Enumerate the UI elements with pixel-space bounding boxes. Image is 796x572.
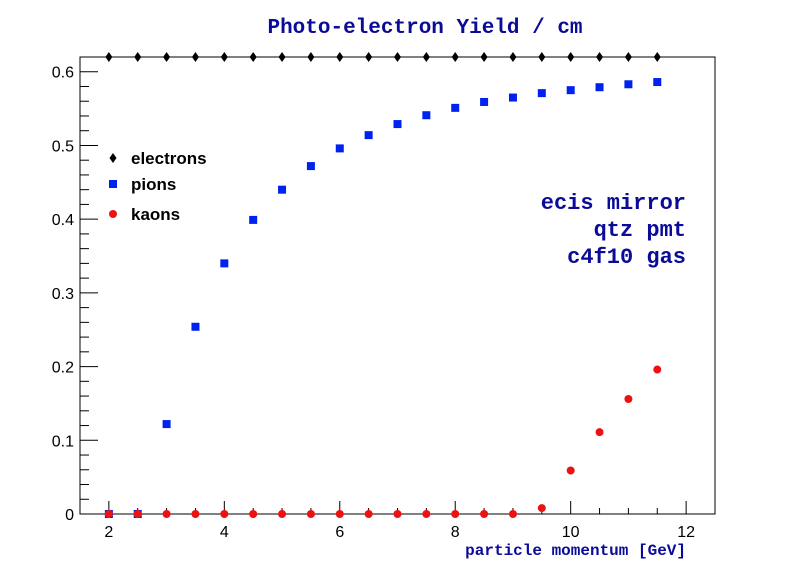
pions-point bbox=[335, 144, 344, 153]
pions-point bbox=[508, 93, 517, 102]
annotation-text: qtz pmt bbox=[594, 218, 686, 243]
pions-point bbox=[162, 420, 171, 429]
pions-point bbox=[364, 131, 373, 140]
electrons-point bbox=[191, 52, 199, 62]
kaons-point bbox=[451, 510, 460, 518]
x-tick-label: 8 bbox=[451, 524, 460, 541]
annotation-text: ecis mirror bbox=[541, 191, 686, 216]
pions-point bbox=[191, 322, 200, 331]
kaons-point bbox=[191, 510, 200, 518]
electrons-point bbox=[422, 52, 430, 62]
legend-label-kaons: kaons bbox=[131, 205, 180, 224]
pions-point bbox=[220, 259, 229, 268]
kaons-point bbox=[595, 428, 604, 437]
pions-point bbox=[249, 215, 258, 224]
pions-point bbox=[653, 78, 662, 87]
y-tick-label: 0.4 bbox=[52, 212, 74, 229]
series-kaons bbox=[104, 365, 662, 518]
kaons-point bbox=[104, 510, 113, 518]
kaons-point bbox=[364, 510, 373, 518]
electrons-point bbox=[336, 52, 344, 62]
electrons-point bbox=[220, 52, 228, 62]
electrons-point bbox=[624, 52, 632, 62]
pions-point bbox=[566, 86, 575, 95]
kaons-point bbox=[133, 510, 142, 518]
kaons-point bbox=[508, 510, 517, 518]
legend-marker-electrons bbox=[109, 153, 117, 163]
kaons-point bbox=[393, 510, 402, 518]
chart-title: Photo-electron Yield / cm bbox=[267, 17, 582, 40]
x-axis: 2 4 6 8 10 12 bbox=[79, 501, 716, 541]
electrons-point bbox=[105, 52, 113, 62]
y-tick-label: 0.6 bbox=[52, 65, 74, 82]
kaons-point bbox=[566, 466, 575, 475]
y-axis: 0 0.1 0.2 0.3 0.4 0.5 0.6 bbox=[52, 56, 98, 524]
x-axis-label: particle momentum [GeV] bbox=[465, 542, 686, 560]
legend-marker-kaons bbox=[109, 210, 117, 218]
electrons-point bbox=[134, 52, 142, 62]
electrons-point bbox=[538, 52, 546, 62]
electrons-point bbox=[249, 52, 257, 62]
pions-point bbox=[480, 97, 489, 106]
kaons-point bbox=[537, 504, 546, 513]
legend-label-electrons: electrons bbox=[131, 149, 207, 168]
series-electrons bbox=[105, 52, 661, 62]
kaons-point bbox=[162, 510, 171, 518]
pions-point bbox=[624, 80, 633, 89]
electrons-point bbox=[394, 52, 401, 62]
y-tick-label: 0 bbox=[65, 507, 74, 524]
y-tick-label: 0.2 bbox=[52, 360, 74, 377]
pions-point bbox=[278, 185, 287, 194]
x-tick-label: 2 bbox=[104, 524, 113, 541]
legend: electrons pions kaons bbox=[109, 149, 207, 224]
pions-point bbox=[451, 103, 460, 112]
x-tick-label: 4 bbox=[220, 524, 229, 541]
kaons-point bbox=[249, 510, 258, 518]
x-tick-label: 10 bbox=[562, 524, 580, 541]
y-tick-label: 0.3 bbox=[52, 286, 74, 303]
kaons-point bbox=[335, 510, 344, 518]
kaons-point bbox=[653, 365, 662, 374]
electrons-point bbox=[480, 52, 488, 62]
x-tick-label: 12 bbox=[677, 524, 695, 541]
electrons-point bbox=[653, 52, 661, 62]
electrons-point bbox=[509, 52, 517, 62]
pions-point bbox=[537, 89, 546, 98]
kaons-point bbox=[422, 510, 431, 518]
series-layer bbox=[104, 52, 662, 518]
electrons-point bbox=[278, 52, 286, 62]
y-tick-label: 0.1 bbox=[52, 433, 74, 450]
pions-point bbox=[595, 83, 604, 92]
series-pions bbox=[104, 78, 662, 518]
annotation-text: c4f10 gas bbox=[567, 245, 686, 270]
electrons-point bbox=[163, 52, 171, 62]
legend-label-pions: pions bbox=[131, 175, 176, 194]
y-tick-label: 0.5 bbox=[52, 138, 74, 155]
x-tick-label: 6 bbox=[335, 524, 344, 541]
electrons-point bbox=[596, 52, 604, 62]
pions-point bbox=[393, 120, 402, 129]
electrons-point bbox=[567, 52, 575, 62]
electrons-point bbox=[365, 52, 373, 62]
electrons-point bbox=[307, 52, 315, 62]
pions-point bbox=[422, 111, 431, 120]
kaons-point bbox=[480, 510, 489, 518]
pions-point bbox=[306, 162, 315, 171]
kaons-point bbox=[278, 510, 287, 518]
electrons-point bbox=[451, 52, 459, 62]
legend-marker-pions bbox=[109, 180, 117, 188]
kaons-point bbox=[220, 510, 229, 518]
kaons-point bbox=[624, 395, 633, 404]
kaons-point bbox=[306, 510, 315, 518]
